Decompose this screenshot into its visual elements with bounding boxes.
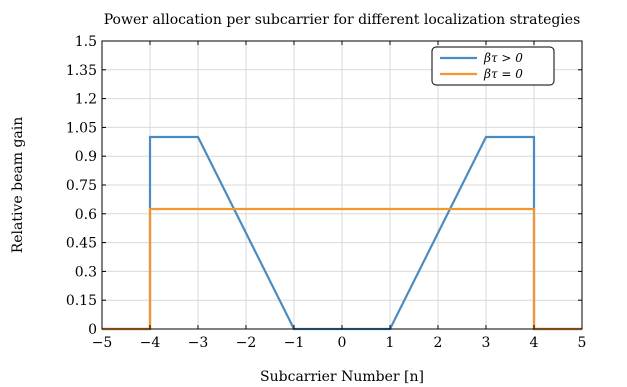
- x-tick-label: 0: [338, 335, 347, 351]
- x-axis-label: Subcarrier Number [n]: [260, 369, 424, 385]
- y-tick-label: 0.45: [66, 236, 97, 252]
- legend: βτ > 0 βτ = 0: [431, 46, 555, 86]
- y-tick-label: 0.9: [75, 149, 97, 165]
- x-tick-label: −1: [284, 335, 305, 351]
- legend-box: [431, 46, 555, 86]
- x-tick-label: −5: [92, 335, 113, 351]
- legend-label: βτ = 0: [483, 67, 523, 81]
- y-tick-label: 1.05: [66, 120, 97, 136]
- y-tick-label: 1.5: [75, 34, 97, 50]
- y-tick-label: 1.35: [66, 63, 97, 79]
- x-tick-label: 1: [386, 335, 395, 351]
- x-tick-label: 2: [434, 335, 443, 351]
- y-tick-label: 0: [88, 322, 97, 338]
- x-tick-label: 3: [482, 335, 491, 351]
- y-axis-label: Relative beam gain: [10, 117, 26, 254]
- x-tick-label: −3: [188, 335, 209, 351]
- y-tick-label: 0.15: [66, 293, 97, 309]
- legend-label: βτ > 0: [483, 51, 523, 65]
- x-tick-label: 4: [530, 335, 539, 351]
- y-tick-label: 0.3: [75, 264, 97, 280]
- y-tick-label: 0.6: [75, 207, 97, 223]
- x-tick-label: −4: [140, 335, 161, 351]
- y-tick-label: 0.75: [66, 178, 97, 194]
- axis-ticks: −5 −4 −3 −2 −1 0 1 2 3 4 5 0 0.15 0.3 0.45 0.6 0.75 0.9 1.…: [66, 34, 587, 351]
- x-tick-label: 5: [578, 335, 587, 351]
- y-tick-label: 1.2: [75, 92, 97, 108]
- chart-title: Power allocation per subcarrier for diff…: [104, 12, 581, 28]
- x-tick-label: −2: [236, 335, 257, 351]
